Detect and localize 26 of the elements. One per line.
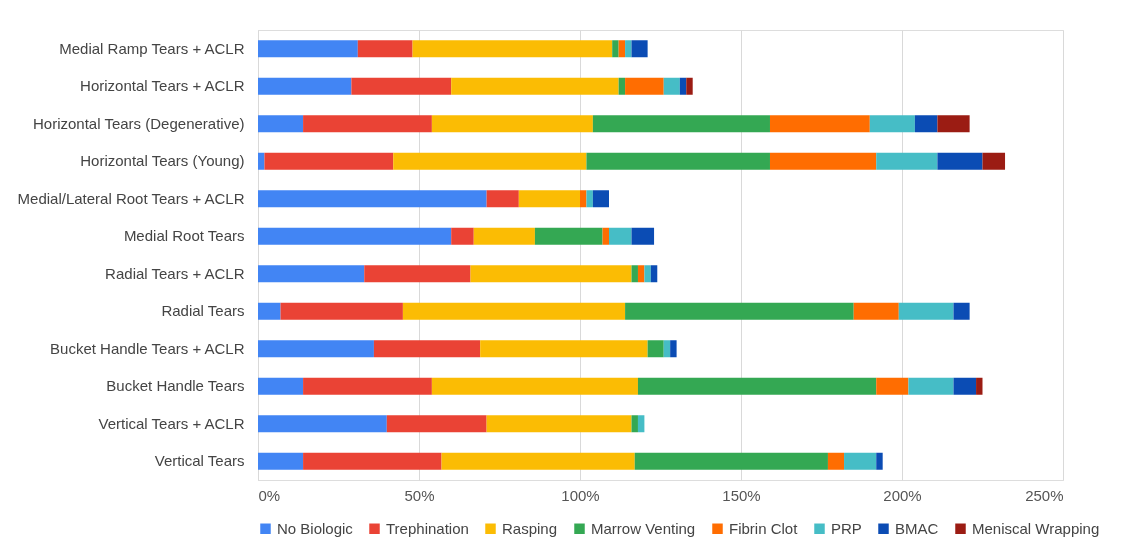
x-tick-label: 0% <box>258 486 281 504</box>
x-tick-label: 50% <box>404 486 435 504</box>
y-tick-label: Horizontal Tears + ACLR <box>80 77 245 95</box>
y-tick-label: Horizontal Tears (Young) <box>80 152 245 170</box>
y-tick-label: Vertical Tears + ACLR <box>98 414 245 432</box>
legend-label: Meniscal Wrapping <box>972 519 1100 537</box>
y-tick-label: Radial Tears + ACLR <box>105 264 245 282</box>
x-tick-label: 100% <box>561 486 600 504</box>
y-tick-label: Medial/Lateral Root Tears + ACLR <box>17 189 245 207</box>
legend-label: Trephination <box>386 519 469 537</box>
legend-label: Rasping <box>502 519 558 537</box>
y-tick-label: Medial Root Tears <box>123 227 245 245</box>
x-tick-label: 150% <box>722 486 761 504</box>
legend-label: Marrow Venting <box>591 519 696 537</box>
y-tick-label: Vertical Tears <box>154 452 245 470</box>
x-tick-label: 200% <box>883 486 922 504</box>
x-tick-label: 250% <box>1025 486 1064 504</box>
y-tick-label: Bucket Handle Tears + ACLR <box>50 339 245 357</box>
legend-label: Fibrin Clot <box>729 519 799 537</box>
y-tick-label: Medial Ramp Tears + ACLR <box>59 39 245 57</box>
y-tick-label: Bucket Handle Tears <box>106 377 245 395</box>
legend-label: No Biologic <box>277 519 354 537</box>
legend-label: PRP <box>831 519 862 537</box>
y-tick-label: Radial Tears <box>161 302 245 320</box>
y-tick-label: Horizontal Tears (Degenerative) <box>33 114 245 132</box>
legend-label: BMAC <box>895 519 939 537</box>
